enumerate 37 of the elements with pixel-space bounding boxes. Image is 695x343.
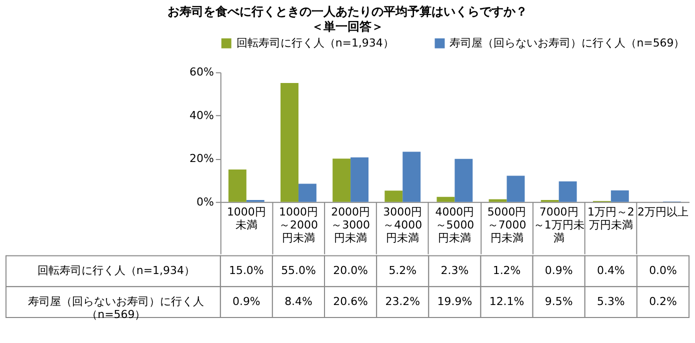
- legend-label: 寿司屋（回らないお寿司）に行く人（n=569）: [450, 36, 685, 50]
- y-tick-label: 60%: [190, 66, 214, 79]
- data-label: 20.0%: [333, 264, 368, 278]
- chart-title: お寿司を食べに行くときの一人あたりの平均予算はいくらですか？: [168, 4, 528, 18]
- text: 回転寿司に行く人（n=1,934）: [37, 264, 195, 278]
- x-tick-label: 2000円～3000円未満: [331, 205, 370, 244]
- data-label: 8.4%: [284, 295, 312, 308]
- legend-label: 回転寿司に行く人（n=1,934）: [236, 36, 394, 50]
- data-label: 0.2%: [649, 295, 677, 308]
- data-label: 23.2%: [385, 295, 420, 308]
- data-label: 9.5%: [544, 295, 573, 308]
- x-tick-label: 1000円～2000円未満: [279, 205, 318, 244]
- data-label: 0.9%: [544, 264, 573, 278]
- x-tick-label: 3000円～4000円未満: [383, 205, 422, 244]
- x-tick-label: 4000円～5000円未満: [435, 205, 474, 244]
- y-tick-label: 20%: [190, 152, 214, 166]
- y-tick-label: 0%: [196, 195, 214, 208]
- x-tick-label: 7000円～1万円未満: [533, 205, 584, 244]
- data-label: 19.9%: [437, 295, 472, 308]
- x-tick-label: 1000円未満: [226, 205, 266, 232]
- y-tick-label: 40%: [190, 108, 214, 122]
- data-label: 2.3%: [440, 264, 469, 278]
- data-label: 5.2%: [388, 264, 417, 278]
- chart-subtitle: ＜単一回答＞: [312, 19, 384, 34]
- data-label: 0.0%: [649, 264, 677, 278]
- data-label: 1.2%: [492, 264, 521, 278]
- data-label: 15.0%: [229, 264, 264, 278]
- data-label: 12.1%: [489, 295, 524, 308]
- data-label: 5.3%: [596, 295, 625, 308]
- data-label: 55.0%: [281, 264, 316, 278]
- data-label: 0.4%: [596, 264, 625, 278]
- text: 寿司屋（回らないお寿司）に行く人（n=569）: [28, 295, 204, 322]
- x-tick-label: 1万円～2万円未満: [587, 205, 634, 232]
- x-tick-label: 5000円～7000円未満: [487, 205, 526, 244]
- data-label: 20.6%: [333, 295, 368, 308]
- data-label: 0.9%: [232, 295, 260, 308]
- x-tick-label: 2万円以上: [637, 205, 688, 218]
